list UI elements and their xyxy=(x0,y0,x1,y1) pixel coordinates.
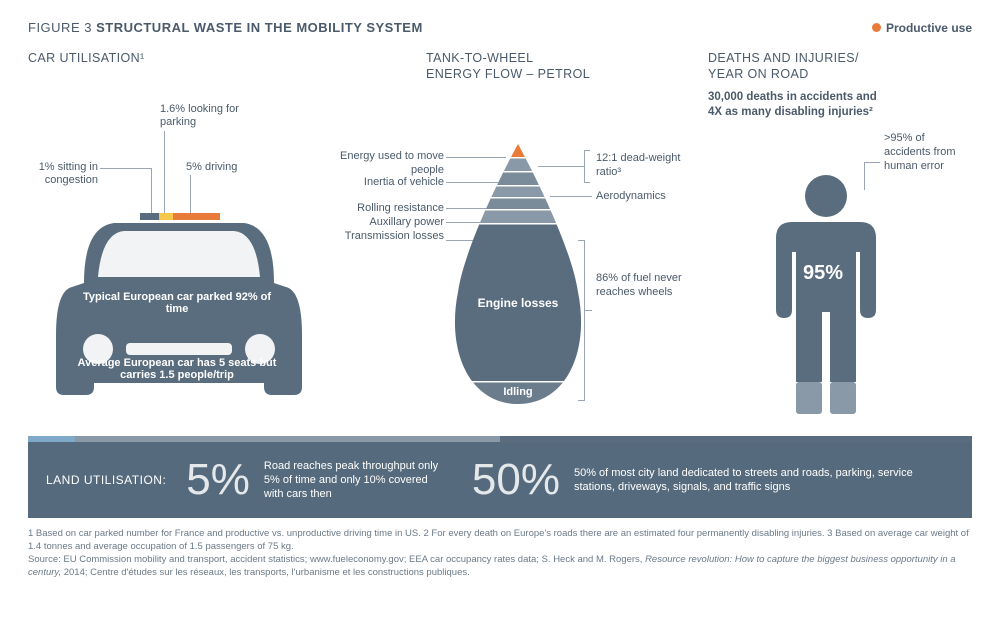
legend-dot-icon xyxy=(872,23,881,32)
panel-car-utilisation: CAR UTILISATION¹ 1% sitting in congestio… xyxy=(28,51,328,430)
person-icon xyxy=(756,172,896,422)
land-thin-segment xyxy=(75,436,500,442)
drop-graphic: Energy used to move people Inertia of ve… xyxy=(338,90,698,430)
land-thin-bar xyxy=(28,436,972,442)
callout-parking: 1.6% looking for parking xyxy=(160,103,252,131)
footnote-line1: 1 Based on car parked number for France … xyxy=(28,528,972,554)
footnote-source-suffix: 2014; Centre d'études sur les réseaux, l… xyxy=(61,567,470,578)
land-stat1-desc: Road reaches peak throughput only 5% of … xyxy=(256,459,466,502)
callout-human-error: >95% of accidents from human error xyxy=(884,132,962,173)
land-main-bar: LAND UTILISATION: 5% Road reaches peak t… xyxy=(28,442,972,518)
leader-line xyxy=(190,175,191,213)
land-stat1-value: 5% xyxy=(180,455,256,505)
drop-engine-losses-label: Engine losses xyxy=(472,296,564,310)
panel-deaths-injuries: DEATHS AND INJURIES/ YEAR ON ROAD 30,000… xyxy=(708,51,968,430)
panel3-subtitle: 30,000 deaths in accidents and 4X as man… xyxy=(708,90,888,120)
figure-number: FIGURE 3 xyxy=(28,20,92,35)
label-energy-people: Energy used to move people xyxy=(334,150,444,178)
label-deadweight: 12:1 dead-weight ratio³ xyxy=(596,152,686,180)
figure-title: FIGURE 3 STRUCTURAL WASTE IN THE MOBILIT… xyxy=(28,20,423,35)
label-transmission: Transmission losses xyxy=(334,230,444,244)
panels-row: CAR UTILISATION¹ 1% sitting in congestio… xyxy=(28,51,972,430)
land-stat2-value: 50% xyxy=(466,455,566,505)
label-rolling: Rolling resistance xyxy=(334,202,444,216)
callout-congestion: 1% sitting in congestion xyxy=(26,161,98,189)
drop-icon xyxy=(450,142,586,412)
panel3-title: DEATHS AND INJURIES/ YEAR ON ROAD xyxy=(708,51,968,82)
land-label: LAND UTILISATION: xyxy=(28,473,180,487)
car-parked-text: Typical European car parked 92% of time xyxy=(72,291,282,315)
panel-energy-flow: TANK-TO-WHEEL ENERGY FLOW – PETROL Energ… xyxy=(338,51,698,430)
figure-title-text: STRUCTURAL WASTE IN THE MOBILITY SYSTEM xyxy=(96,20,423,35)
label-inertia: Inertia of vehicle xyxy=(334,176,444,190)
panel1-title: CAR UTILISATION¹ xyxy=(28,51,328,67)
person-percent: 95% xyxy=(803,262,843,285)
leader-line xyxy=(100,168,152,169)
label-aero: Aerodynamics xyxy=(596,190,696,204)
person-graphic: 30,000 deaths in accidents and 4X as man… xyxy=(708,90,968,430)
panel2-title: TANK-TO-WHEEL ENERGY FLOW – PETROL xyxy=(426,51,698,82)
leader-line xyxy=(164,131,165,213)
car-icon xyxy=(54,215,304,415)
footnote-source-prefix: Source: EU Commission mobility and trans… xyxy=(28,554,645,565)
car-seats-text: Average European car has 5 seats but car… xyxy=(72,357,282,381)
land-stat2-desc: 50% of most city land dedicated to stree… xyxy=(566,466,972,495)
land-thin-segment xyxy=(28,436,75,442)
drop-idling-label: Idling xyxy=(472,386,564,398)
footnote-source: Source: EU Commission mobility and trans… xyxy=(28,554,972,580)
leader-line xyxy=(151,168,152,214)
label-aux: Auxillary power xyxy=(334,216,444,230)
legend: Productive use xyxy=(872,21,972,35)
leader-line xyxy=(864,162,880,163)
label-fuel: 86% of fuel never reaches wheels xyxy=(596,272,684,300)
callout-driving: 5% driving xyxy=(186,161,266,175)
legend-label: Productive use xyxy=(886,21,972,35)
land-thin-segment xyxy=(500,436,972,442)
footnotes: 1 Based on car parked number for France … xyxy=(28,528,972,579)
land-utilisation-bar: LAND UTILISATION: 5% Road reaches peak t… xyxy=(28,436,972,518)
figure-header: FIGURE 3 STRUCTURAL WASTE IN THE MOBILIT… xyxy=(28,20,972,35)
car-graphic: 1% sitting in congestion 1.6% looking fo… xyxy=(28,75,328,415)
